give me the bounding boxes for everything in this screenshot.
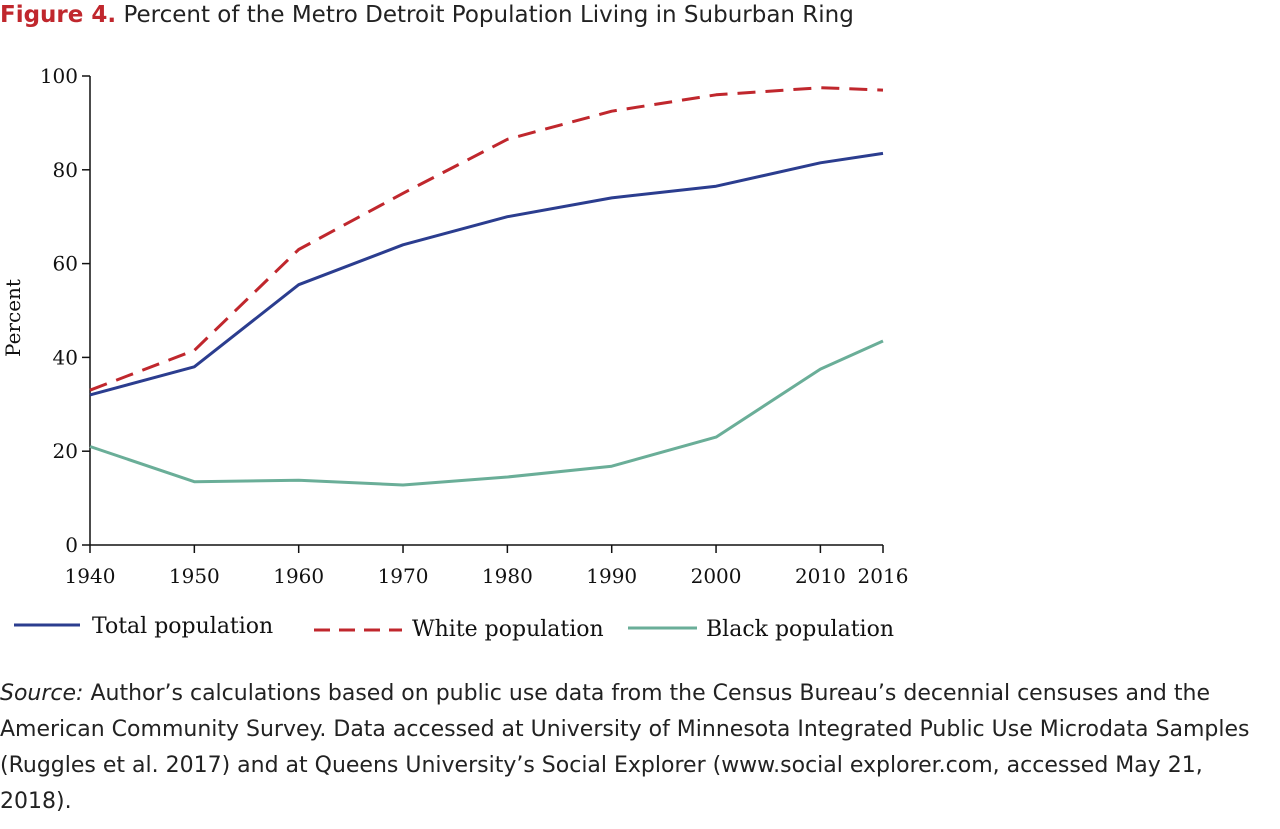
y-tick-label: 0 bbox=[65, 533, 78, 557]
x-tick-label: 1970 bbox=[378, 564, 429, 588]
x-tick-label: 1990 bbox=[586, 564, 637, 588]
x-tick-label: 1940 bbox=[65, 564, 116, 588]
legend-item-total: Total population bbox=[14, 614, 273, 639]
figure-title-text: Percent of the Metro Detroit Population … bbox=[123, 2, 854, 28]
figure-title: Figure 4. Percent of the Metro Detroit P… bbox=[0, 0, 1280, 30]
legend-label-black: Black population bbox=[706, 617, 894, 642]
series-line-white bbox=[89, 86, 884, 392]
source-note: Source: Author’s calculations based on p… bbox=[0, 676, 1272, 820]
line-chart: 0 20 40 60 80 100 Percent 1940 1950 1960 1970 198… bbox=[1, 64, 909, 642]
source-text: Author’s calculations based on public us… bbox=[0, 681, 1250, 814]
series-line-total bbox=[89, 151, 884, 397]
series-lines bbox=[89, 86, 884, 487]
x-axis: 1940 1950 1960 1970 1980 1990 2000 2010 2016 bbox=[65, 544, 909, 588]
y-tick-label: 60 bbox=[53, 252, 78, 276]
legend: Total population White population Black … bbox=[14, 614, 894, 642]
y-axis: 0 20 40 60 80 100 Percent bbox=[1, 64, 91, 557]
x-tick-label: 2016 bbox=[858, 564, 909, 588]
y-tick-label: 20 bbox=[53, 439, 78, 463]
source-label: Source: bbox=[0, 681, 84, 706]
x-tick-label: 1950 bbox=[169, 564, 220, 588]
legend-label-white: White population bbox=[412, 617, 604, 642]
x-ticks: 1940 1950 1960 1970 1980 1990 2000 2010 2016 bbox=[65, 545, 909, 588]
legend-item-black: Black population bbox=[628, 617, 894, 642]
legend-label-total: Total population bbox=[92, 614, 273, 639]
x-tick-label: 1980 bbox=[482, 564, 533, 588]
y-tick-label: 80 bbox=[53, 158, 78, 182]
series-line-black bbox=[89, 339, 884, 487]
x-tick-label: 2000 bbox=[691, 564, 742, 588]
x-tick-label: 1960 bbox=[273, 564, 324, 588]
y-ticks: 0 20 40 60 80 100 bbox=[40, 64, 90, 557]
y-tick-label: 100 bbox=[40, 64, 78, 88]
y-tick-label: 40 bbox=[53, 345, 78, 369]
x-tick-label: 2010 bbox=[795, 564, 846, 588]
y-axis-label: Percent bbox=[1, 279, 25, 357]
legend-item-white: White population bbox=[314, 617, 604, 642]
figure-label: Figure 4. bbox=[0, 2, 117, 28]
